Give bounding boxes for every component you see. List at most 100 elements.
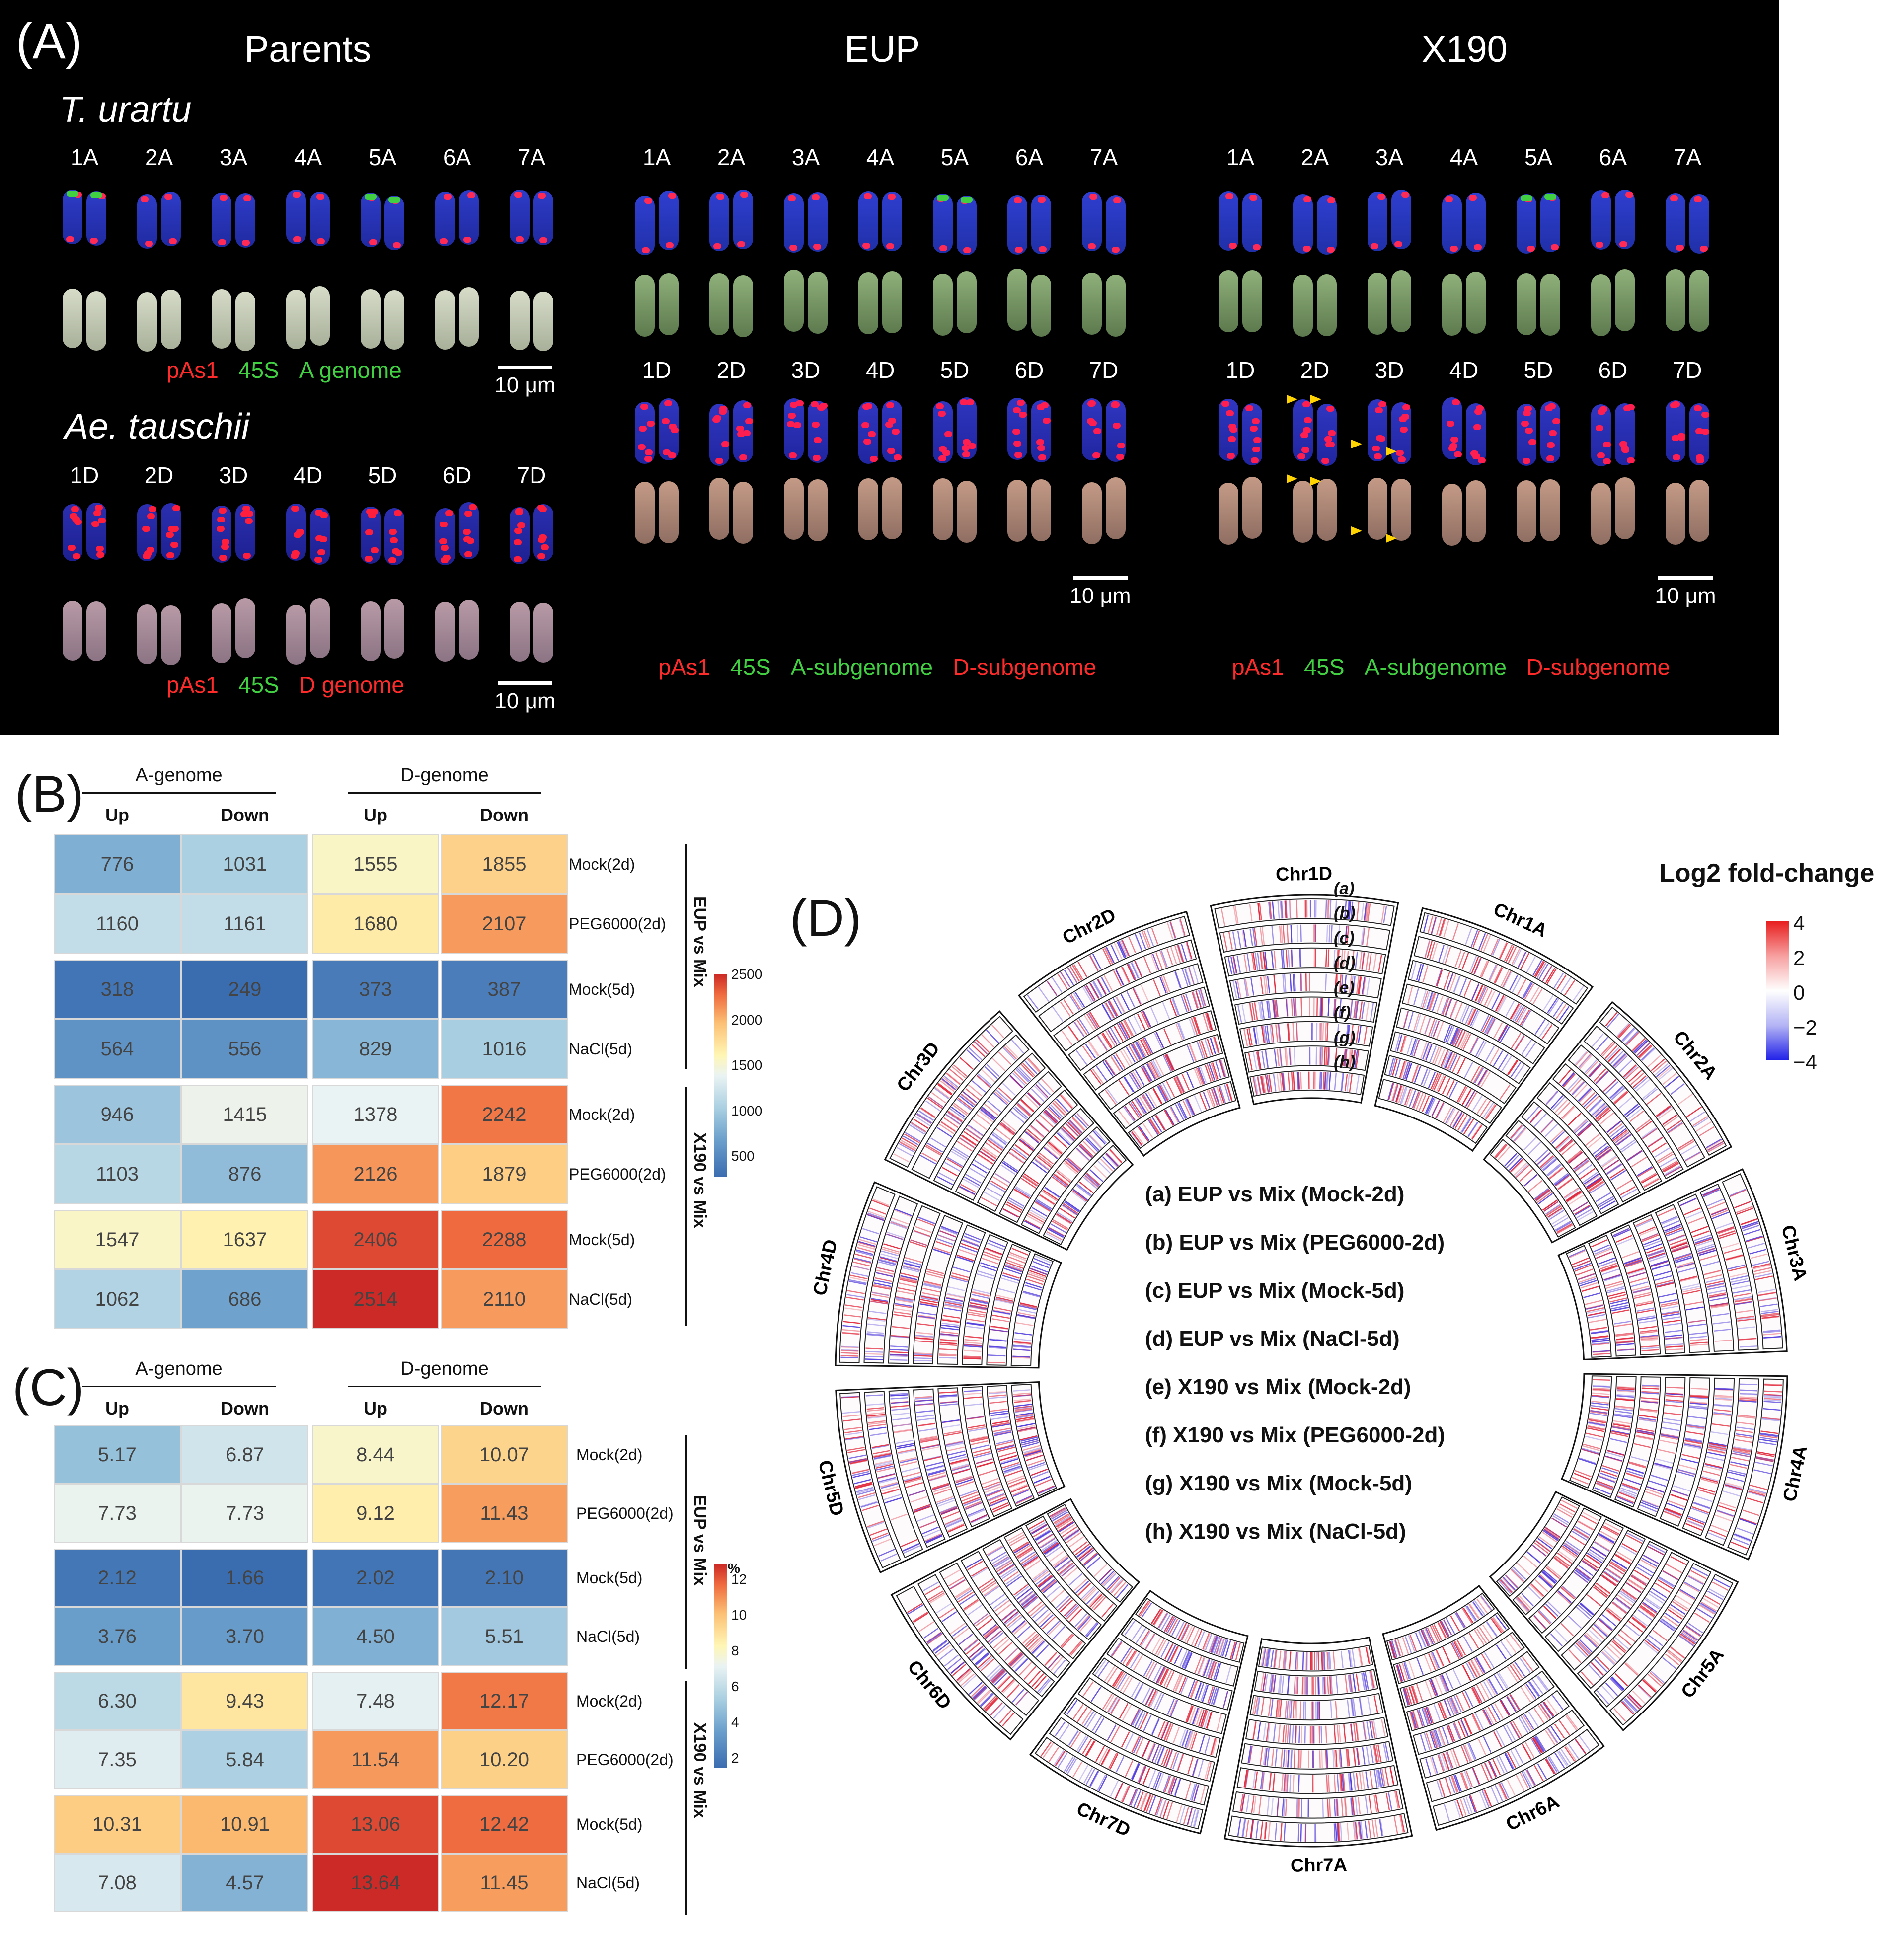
chromosome-label: 5A xyxy=(1524,145,1553,170)
fold-change-bar xyxy=(1539,1704,1551,1719)
fold-change-bar xyxy=(1573,1118,1587,1132)
fold-change-bar xyxy=(1601,1685,1615,1700)
fold-change-bar xyxy=(1606,1452,1624,1458)
fold-change-bar xyxy=(1013,1071,1027,1085)
fold-change-bar xyxy=(1461,1033,1470,1049)
fold-change-bar xyxy=(890,1393,908,1395)
fold-change-bar xyxy=(1650,1591,1666,1602)
fold-change-bar xyxy=(1596,1656,1610,1670)
fold-change-bar xyxy=(1262,1648,1266,1666)
fold-change-bar xyxy=(1056,1595,1070,1609)
fold-change-bar xyxy=(1418,964,1424,981)
fold-change-bar xyxy=(1582,1512,1599,1521)
fold-change-bar xyxy=(1763,1329,1781,1332)
fold-change-bar xyxy=(1534,961,1544,977)
fold-change-bar xyxy=(1297,1824,1299,1842)
fold-change-bar xyxy=(1762,1418,1780,1422)
fold-change-bar xyxy=(1520,1773,1529,1789)
chromosome xyxy=(933,193,953,253)
fish-signal xyxy=(1597,452,1605,458)
fold-change-bar xyxy=(890,1220,908,1228)
fold-change-bar xyxy=(1452,1112,1463,1128)
fold-change-bar xyxy=(1213,1662,1220,1680)
fold-change-bar xyxy=(1666,1120,1681,1131)
track-ring xyxy=(1552,1063,1663,1191)
fold-change-bar xyxy=(1034,1570,1049,1583)
chromosome xyxy=(533,291,553,351)
fish-signal xyxy=(1089,194,1097,200)
fold-change-bar xyxy=(1530,1583,1544,1597)
fold-change-bar xyxy=(1487,1707,1497,1723)
fold-change-bar xyxy=(1035,1609,1049,1622)
fold-change-bar xyxy=(940,1334,958,1337)
fold-change-bar xyxy=(1612,1053,1626,1067)
chromosome xyxy=(435,192,455,247)
fold-change-bar xyxy=(1695,1495,1713,1502)
fold-change-bar xyxy=(993,1636,1007,1649)
fold-change-bar xyxy=(1335,1676,1339,1694)
fish-signal xyxy=(1448,445,1456,451)
fold-change-bar xyxy=(973,1448,990,1454)
fold-change-bar xyxy=(1534,1765,1544,1781)
fold-change-bar xyxy=(1024,1284,1042,1291)
chromosome xyxy=(659,481,679,543)
fold-change-bar xyxy=(1599,1618,1613,1631)
fold-change-bar xyxy=(1553,1513,1570,1524)
fold-change-bar xyxy=(857,1492,875,1498)
fold-change-bar xyxy=(1640,1337,1659,1341)
fold-change-bar xyxy=(1368,1795,1372,1813)
fold-change-bar xyxy=(1685,1152,1701,1162)
fold-change-bar xyxy=(1500,1641,1512,1657)
fold-change-bar xyxy=(1707,1141,1723,1151)
fold-change-bar xyxy=(1300,1725,1303,1744)
fold-change-bar xyxy=(1591,1338,1609,1341)
chromosome xyxy=(1517,273,1536,335)
chromosome xyxy=(933,401,953,463)
track-ring xyxy=(1593,1563,1712,1708)
fold-change-bar xyxy=(987,1545,1003,1556)
fold-change-bar xyxy=(1588,1629,1602,1642)
fold-change-bar xyxy=(1454,1003,1463,1020)
chromosome xyxy=(435,508,455,566)
fold-change-bar xyxy=(1622,1483,1639,1490)
fold-change-bar xyxy=(1690,1394,1708,1397)
fish-signal xyxy=(716,194,724,200)
fold-change-bar xyxy=(885,1497,902,1504)
fold-change-bar xyxy=(1440,1702,1447,1718)
fold-change-bar xyxy=(1110,1698,1121,1714)
fold-change-bar xyxy=(869,1310,887,1314)
fold-change-bar xyxy=(902,1137,918,1147)
fold-change-bar xyxy=(1156,1773,1164,1790)
row-label: Mock(2d) xyxy=(569,855,635,873)
fold-change-bar xyxy=(1513,949,1522,966)
fold-change-bar xyxy=(1018,1309,1036,1314)
fold-change-bar xyxy=(890,1513,908,1521)
fold-change-bar xyxy=(1580,1602,1594,1615)
fold-change-bar xyxy=(1602,1614,1616,1627)
fold-change-bar xyxy=(1399,1815,1404,1833)
fold-change-bar xyxy=(1337,1823,1340,1841)
fold-change-bar xyxy=(1424,1628,1433,1645)
yellow-arrowhead xyxy=(1287,395,1297,404)
fold-change-bar xyxy=(1468,1633,1479,1649)
fold-change-bar xyxy=(1000,1122,1015,1135)
fish-signal xyxy=(1092,452,1100,458)
track-ring xyxy=(1003,1527,1102,1641)
fish-signal xyxy=(314,557,322,563)
fold-change-bar xyxy=(956,1256,974,1263)
fold-change-bar xyxy=(1602,1156,1617,1168)
fold-change-bar xyxy=(1131,1763,1140,1780)
fish-signal xyxy=(1302,401,1310,407)
fold-change-bar xyxy=(1519,1169,1533,1182)
fold-change-bar xyxy=(1474,1600,1485,1615)
fold-change-bar xyxy=(1627,1532,1644,1542)
fold-change-bar xyxy=(1660,1619,1676,1631)
fold-change-bar xyxy=(1048,1747,1060,1762)
fish-signal xyxy=(1112,246,1120,253)
fold-change-bar xyxy=(1465,1007,1473,1024)
fold-change-bar xyxy=(1601,1574,1617,1586)
fold-change-bar xyxy=(852,1471,870,1476)
legend-a-subgenome: A-subgenome xyxy=(790,654,933,680)
fold-change-bar xyxy=(1273,1724,1276,1742)
circos-sector-chr5a: Chr5A xyxy=(1489,1490,1739,1731)
